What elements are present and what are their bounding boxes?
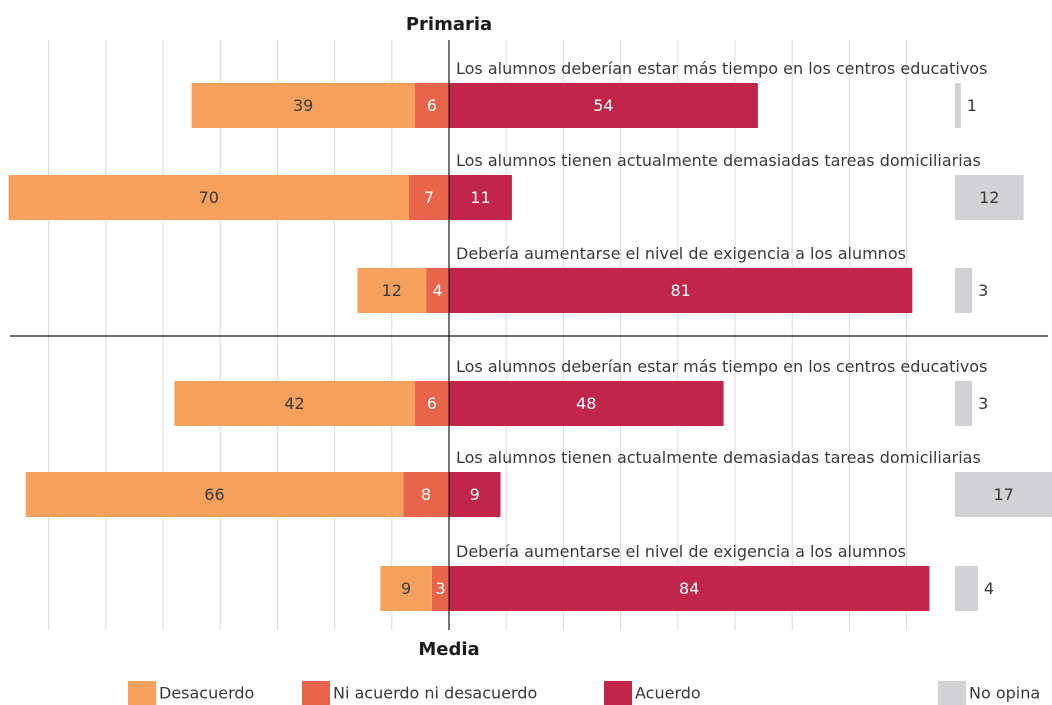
bar-acuerdo <box>449 381 724 426</box>
value-desacuerdo: 9 <box>401 579 411 598</box>
value-ni-acuerdo: 6 <box>427 96 437 115</box>
legend-label: Ni acuerdo ni desacuerdo <box>333 684 537 703</box>
legend-label: Desacuerdo <box>159 684 254 703</box>
bar-no-opina <box>955 175 1024 220</box>
bar-no-opina <box>955 381 973 426</box>
labels: Primaria Los alumnos deberían estar más t… <box>199 14 1014 660</box>
group-title: Primaria <box>406 14 492 35</box>
legend-desacuerdo: Desacuerdo <box>128 681 254 705</box>
bar-desacuerdo <box>174 381 415 426</box>
statement-label: Debería aumentarse el nivel de exigencia… <box>456 542 906 561</box>
value-ni-acuerdo: 6 <box>427 394 437 413</box>
statement-label: Debería aumentarse el nivel de exigencia… <box>456 244 906 263</box>
legend-ni-acuerdo: Ni acuerdo ni desacuerdo <box>302 681 537 705</box>
statement-label: Los alumnos tienen actualmente demasiada… <box>456 151 981 170</box>
bar-acuerdo <box>449 83 758 128</box>
legend-acuerdo: Acuerdo <box>604 681 701 705</box>
bar-acuerdo <box>449 566 930 611</box>
bar-no-opina <box>955 268 973 313</box>
value-acuerdo: 11 <box>470 188 490 207</box>
bar-acuerdo <box>449 268 913 313</box>
legend-label: No opina <box>969 684 1040 703</box>
legend: Desacuerdo Ni acuerdo ni desacuerdo Acuerd… <box>128 681 1040 705</box>
value-ni-acuerdo: 4 <box>432 281 442 300</box>
bar-ni-acuerdo <box>414 83 449 128</box>
value-no-opina: 3 <box>978 281 988 300</box>
bar-desacuerdo <box>380 566 432 611</box>
legend-swatch <box>128 681 156 705</box>
value-no-opina: 4 <box>984 579 994 598</box>
value-acuerdo: 81 <box>670 281 690 300</box>
value-desacuerdo: 66 <box>204 485 224 504</box>
bar-ni-acuerdo <box>403 472 449 517</box>
value-desacuerdo: 39 <box>293 96 313 115</box>
value-acuerdo: 9 <box>470 485 480 504</box>
bar-ni-acuerdo <box>414 381 449 426</box>
bar-ni-acuerdo <box>408 175 449 220</box>
statement-label: Los alumnos deberían estar más tiempo en… <box>456 59 987 78</box>
value-desacuerdo: 70 <box>199 188 219 207</box>
legend-label: Acuerdo <box>635 684 701 703</box>
bar-ni-acuerdo <box>431 566 449 611</box>
bar-desacuerdo <box>8 175 409 220</box>
legend-swatch <box>938 681 966 705</box>
bar-acuerdo <box>449 175 512 220</box>
bar-desacuerdo <box>357 268 427 313</box>
bar-desacuerdo <box>191 83 415 128</box>
value-no-opina: 3 <box>978 394 988 413</box>
legend-no-opina: No opina <box>938 681 1040 705</box>
grid-lines <box>48 40 908 630</box>
bar-no-opina <box>955 566 978 611</box>
value-ni-acuerdo: 7 <box>424 188 434 207</box>
bar-desacuerdo <box>25 472 404 517</box>
value-ni-acuerdo: 8 <box>421 485 431 504</box>
statement-label: Los alumnos tienen actualmente demasiada… <box>456 448 981 467</box>
value-no-opina: 1 <box>967 96 977 115</box>
group-title: Media <box>418 639 479 660</box>
value-ni-acuerdo: 3 <box>435 579 445 598</box>
bars <box>8 83 1052 611</box>
bar-ni-acuerdo <box>426 268 449 313</box>
bar-acuerdo <box>449 472 501 517</box>
bar-no-opina <box>955 83 961 128</box>
value-acuerdo: 84 <box>679 579 699 598</box>
value-desacuerdo: 12 <box>382 281 402 300</box>
axes <box>10 40 1048 630</box>
value-desacuerdo: 42 <box>284 394 304 413</box>
legend-swatch <box>302 681 330 705</box>
value-no-opina: 12 <box>979 188 999 207</box>
value-acuerdo: 54 <box>593 96 613 115</box>
statement-label: Los alumnos deberían estar más tiempo en… <box>456 357 987 376</box>
value-acuerdo: 48 <box>576 394 596 413</box>
legend-swatch <box>604 681 632 705</box>
value-no-opina: 17 <box>993 485 1013 504</box>
bar-no-opina <box>955 472 1052 517</box>
